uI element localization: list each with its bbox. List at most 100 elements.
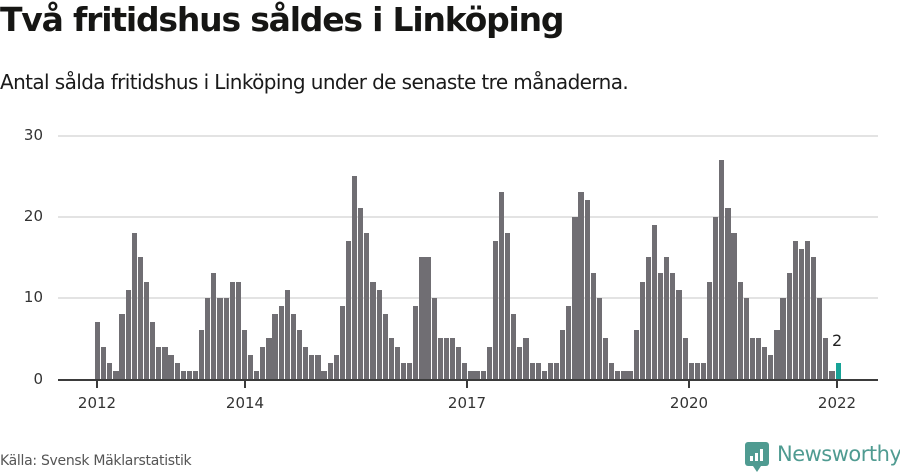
bar [431, 297, 437, 379]
gridline-30 [58, 135, 878, 137]
x-tick [244, 381, 246, 388]
bar [321, 370, 327, 379]
bar [309, 354, 315, 379]
bar [725, 208, 731, 379]
bar [199, 330, 205, 379]
bar [486, 346, 492, 379]
bar [119, 314, 125, 379]
bar [235, 281, 241, 379]
bar [217, 297, 223, 379]
bar [707, 281, 713, 379]
y-tick-label: 20 [23, 207, 43, 225]
bar [113, 370, 119, 379]
bar [95, 322, 101, 379]
bar [101, 346, 107, 379]
bar [658, 273, 664, 379]
bar [713, 216, 719, 379]
bar [150, 322, 156, 379]
bar [352, 176, 358, 379]
bar [590, 273, 596, 379]
bar [180, 370, 186, 379]
bar [290, 314, 297, 379]
bar [137, 257, 144, 379]
bar [480, 370, 486, 379]
bar [737, 281, 743, 379]
brand-name: Newsworthy [777, 442, 900, 466]
bar [786, 273, 792, 379]
bar [401, 362, 407, 379]
bar [651, 224, 658, 379]
bar [376, 289, 382, 379]
bar [694, 362, 700, 379]
bar [817, 297, 823, 379]
bar [731, 232, 737, 379]
bar [394, 346, 401, 379]
y-tick-label: 0 [33, 370, 43, 388]
bar [492, 240, 498, 379]
bar [596, 297, 603, 379]
bar [266, 338, 272, 379]
bar [755, 338, 762, 379]
bar [719, 159, 725, 379]
bar [768, 354, 774, 379]
x-tick [688, 381, 690, 388]
bar [296, 330, 303, 379]
bar [664, 257, 670, 379]
bar [829, 370, 835, 379]
bar [186, 370, 192, 379]
bar [682, 338, 688, 379]
bar [260, 346, 266, 379]
bar [425, 257, 431, 379]
bar [437, 338, 443, 379]
gridline-10 [58, 297, 878, 299]
bar [804, 240, 811, 379]
bar [633, 330, 639, 379]
bar [554, 362, 560, 379]
newsworthy-logo: Newsworthy [745, 442, 900, 472]
bar [511, 314, 517, 379]
last-value-annotation: 2 [832, 331, 843, 350]
chart-bubble-icon [745, 442, 769, 472]
bar [572, 216, 578, 379]
bar [780, 297, 786, 379]
bar [602, 338, 609, 379]
x-tick [96, 381, 98, 388]
bar [639, 281, 645, 379]
gridline-20 [58, 216, 878, 218]
bar [505, 232, 511, 379]
bar [272, 314, 278, 379]
x-axis [58, 379, 878, 381]
bar [339, 305, 345, 379]
bar [449, 338, 456, 379]
bar [823, 338, 829, 379]
bar [584, 200, 590, 379]
bar [774, 330, 780, 379]
bar [523, 338, 529, 379]
bar [743, 297, 749, 379]
bar [156, 346, 162, 379]
y-tick-label: 30 [23, 126, 43, 144]
bar [229, 281, 235, 379]
bar [566, 305, 572, 379]
bar [370, 281, 376, 379]
bar [303, 346, 309, 379]
bar [413, 305, 419, 379]
chart-subtitle: Antal sålda fritidshus i Linköping under… [0, 70, 629, 94]
bar [517, 346, 523, 379]
bar [388, 338, 394, 379]
bar [419, 257, 425, 379]
bar [143, 281, 150, 379]
bar [547, 362, 554, 379]
bar [364, 232, 370, 379]
bar [192, 370, 199, 379]
x-tick-label: 2017 [447, 394, 487, 412]
bar [541, 370, 547, 379]
bar [211, 273, 217, 379]
bar [578, 192, 584, 379]
bar [107, 362, 113, 379]
bar [333, 354, 339, 379]
bar [241, 330, 248, 379]
bar [284, 289, 290, 379]
bar [407, 362, 413, 379]
bar [223, 297, 229, 379]
